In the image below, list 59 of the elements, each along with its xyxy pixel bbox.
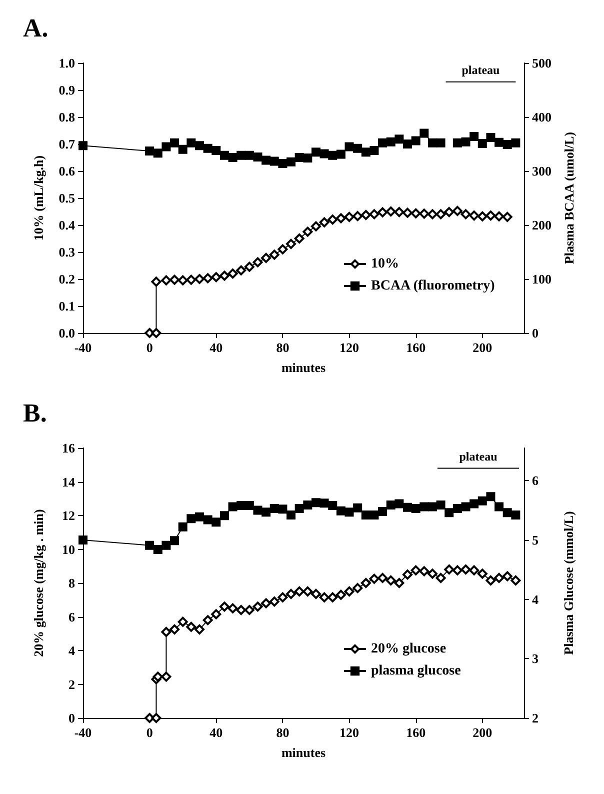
- chart-title: B.: [23, 398, 47, 428]
- y-axis-title: 10% (mL/kg.h): [31, 155, 46, 241]
- x-tick-label: 40: [210, 725, 223, 740]
- y2-tick-label: 5: [532, 532, 539, 548]
- x-tick-label: 40: [210, 340, 223, 355]
- y2-tick-label: 500: [532, 56, 552, 70]
- y2-tick-label: 0: [532, 326, 538, 340]
- y-tick-label: 6: [68, 609, 76, 624]
- x-axis-title: minutes: [281, 360, 326, 375]
- y-tick-label: 0.4: [58, 218, 76, 232]
- y-tick-label: 0.0: [58, 326, 75, 340]
- x-tick-label: 0: [146, 725, 153, 740]
- y-tick-label: 0.9: [58, 82, 76, 98]
- legend-label: BCAA (fluorometry): [371, 278, 496, 294]
- y2-tick-label: 4: [532, 592, 539, 607]
- y-tick-label: 8: [68, 576, 76, 590]
- x-axis-title: minutes: [281, 745, 326, 760]
- y-tick-label: 0.1: [58, 298, 75, 314]
- y-tick-label: 0.6: [58, 164, 76, 178]
- legend-label: 10%: [371, 256, 399, 272]
- y-tick-label: 0.2: [58, 272, 75, 286]
- y2-tick-label: 2: [532, 710, 538, 726]
- y2-tick-label: 3: [532, 651, 539, 666]
- x-tick-label: 160: [406, 725, 426, 740]
- series-label: plateau: [459, 449, 498, 464]
- series-label: plateau: [462, 62, 500, 77]
- y-tick-label: 0.5: [58, 190, 76, 206]
- y-tick-label: 1.0: [58, 56, 75, 70]
- x-tick-label: 80: [276, 725, 290, 740]
- x-tick-label: 160: [406, 340, 426, 355]
- x-tick-label: -40: [74, 340, 92, 355]
- y-axis-title: 20% glucose (mg/kg . min): [31, 509, 46, 657]
- legend-label: plasma glucose: [371, 664, 461, 678]
- chart-title: A.: [23, 14, 48, 42]
- x-tick-label: 120: [340, 725, 360, 740]
- y2-tick-label: 200: [532, 218, 552, 232]
- y2-tick-label: 300: [532, 164, 552, 178]
- y2-tick-label: 6: [532, 473, 539, 488]
- y-tick-label: 16: [62, 440, 76, 456]
- x-tick-label: -40: [74, 725, 92, 740]
- x-tick-label: 200: [472, 725, 492, 740]
- y2-tick-label: 100: [532, 272, 552, 286]
- x-tick-label: 80: [276, 340, 290, 355]
- y-tick-label: 0: [68, 710, 75, 726]
- y-tick-label: 0.8: [58, 110, 76, 124]
- y-tick-label: 4: [68, 643, 76, 658]
- x-tick-label: 0: [146, 340, 153, 355]
- y2-tick-label: 400: [532, 110, 552, 124]
- x-tick-label: 200: [472, 340, 492, 355]
- y-tick-label: 0.7: [58, 136, 76, 152]
- y2-axis-title: Plasma BCAA (umol/L): [561, 132, 576, 264]
- y-tick-label: 2: [68, 676, 75, 692]
- y-tick-label: 0.3: [58, 244, 76, 260]
- legend-label: 20% glucose: [371, 642, 446, 656]
- y-tick-label: 14: [62, 474, 76, 490]
- y-tick-label: 10: [62, 542, 75, 557]
- y-tick-label: 12: [62, 508, 75, 523]
- y2-axis-title: Plasma Glucose (mmol/L): [561, 511, 576, 655]
- x-tick-label: 120: [340, 340, 360, 355]
